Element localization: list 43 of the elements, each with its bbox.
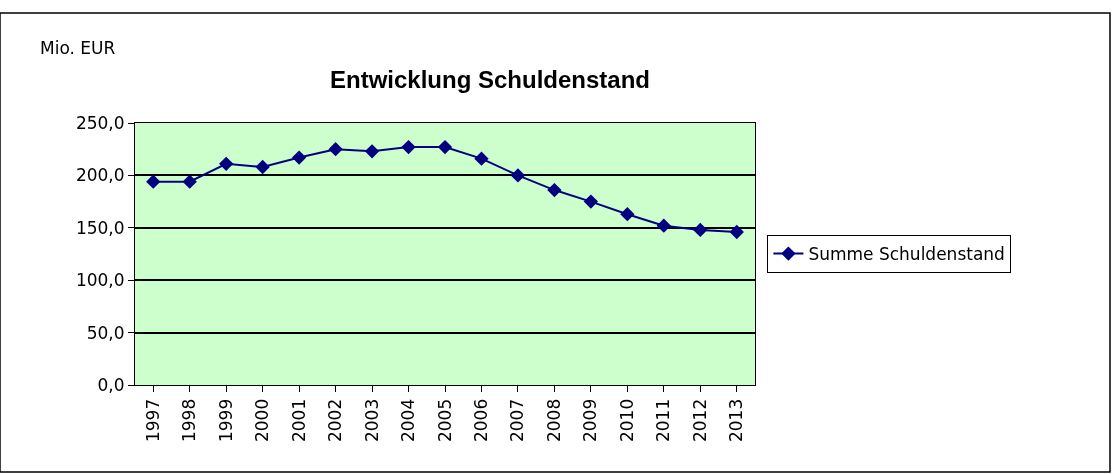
- point: [510, 168, 526, 183]
- x-tick-label: 2000: [252, 398, 273, 443]
- x-tick-label: 1998: [179, 398, 200, 443]
- x-tick-label: 2005: [434, 398, 455, 443]
- point: [474, 151, 489, 166]
- x-tick-label: 1997: [142, 398, 163, 443]
- point: [219, 156, 234, 172]
- point: [291, 150, 307, 165]
- y-tick-label: 100,0: [75, 270, 125, 291]
- y-axis-title: Mio. EUR: [40, 38, 116, 58]
- point: [620, 207, 635, 222]
- x-tick-label: 2002: [325, 398, 346, 443]
- y-tick-label: 150,0: [75, 217, 125, 238]
- point: [583, 194, 599, 209]
- point: [437, 139, 453, 155]
- x-tick-label: 2003: [361, 398, 382, 443]
- point: [328, 142, 343, 157]
- x-tick-label: 2011: [653, 398, 674, 443]
- x-tick-label: 2006: [470, 398, 491, 443]
- x-tick-label: 2010: [616, 398, 637, 443]
- x-tick-label: 2001: [288, 398, 309, 443]
- x-tick-label: 2007: [507, 398, 528, 443]
- y-tick-label: 200,0: [75, 165, 125, 186]
- x-tick-label: 2012: [689, 398, 710, 443]
- point: [146, 174, 161, 189]
- point: [182, 174, 197, 189]
- point: [401, 139, 416, 155]
- x-tick-label: 1999: [215, 398, 236, 443]
- point: [547, 182, 562, 198]
- y-tick-label: 50,0: [86, 322, 125, 343]
- point: [255, 159, 270, 175]
- x-tick-label: 2009: [580, 398, 601, 443]
- point: [364, 144, 380, 159]
- y-tick-label: 0,0: [97, 374, 125, 395]
- y-tick-label: 250,0: [75, 112, 125, 133]
- x-tick-label: 2004: [398, 398, 419, 443]
- legend-label: Summe Schuldenstand: [808, 244, 1005, 265]
- chart-title: Entwicklung Schuldenstand: [329, 66, 651, 94]
- x-tick-label: 2008: [543, 398, 564, 443]
- x-tick-label: 2013: [726, 398, 747, 443]
- point: [656, 218, 671, 233]
- point: [729, 224, 744, 240]
- point: [693, 222, 708, 238]
